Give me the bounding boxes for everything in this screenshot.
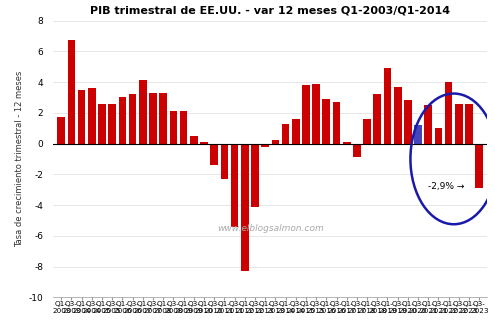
- Bar: [149, 93, 157, 143]
- Bar: [465, 104, 473, 143]
- Bar: [210, 143, 218, 165]
- Bar: [57, 117, 65, 143]
- Bar: [159, 93, 167, 143]
- Bar: [98, 104, 106, 143]
- Bar: [475, 143, 483, 188]
- Bar: [170, 111, 177, 143]
- Bar: [384, 68, 392, 143]
- Bar: [221, 143, 228, 179]
- Bar: [424, 105, 432, 143]
- Bar: [78, 90, 86, 143]
- Bar: [251, 143, 259, 206]
- Bar: [373, 94, 381, 143]
- Title: PIB trimestral de EE.UU. - var 12 meses Q1-2003/Q1-2014: PIB trimestral de EE.UU. - var 12 meses …: [90, 5, 450, 16]
- Bar: [119, 97, 126, 143]
- Bar: [302, 85, 310, 143]
- Text: -2,9% →: -2,9% →: [428, 182, 465, 191]
- Bar: [414, 125, 422, 143]
- Bar: [282, 124, 290, 143]
- Y-axis label: Tasa de crecimiento trimestral - 12 meses: Tasa de crecimiento trimestral - 12 mese…: [15, 71, 24, 247]
- Bar: [353, 143, 361, 157]
- Bar: [333, 102, 341, 143]
- Bar: [363, 119, 371, 143]
- Bar: [404, 100, 412, 143]
- Bar: [435, 128, 443, 143]
- Bar: [394, 87, 401, 143]
- Bar: [68, 41, 75, 143]
- Bar: [323, 99, 330, 143]
- Bar: [200, 142, 208, 143]
- Bar: [261, 143, 269, 147]
- Bar: [455, 104, 463, 143]
- Bar: [445, 82, 452, 143]
- Bar: [312, 84, 320, 143]
- Bar: [343, 142, 350, 143]
- Text: www.elblogsalmon.com: www.elblogsalmon.com: [217, 224, 324, 233]
- Bar: [292, 119, 299, 143]
- Bar: [180, 111, 188, 143]
- Bar: [190, 136, 198, 143]
- Bar: [88, 88, 96, 143]
- Bar: [272, 140, 279, 143]
- Bar: [139, 80, 147, 143]
- Bar: [129, 94, 137, 143]
- Bar: [241, 143, 248, 271]
- Bar: [231, 143, 239, 227]
- Bar: [108, 104, 116, 143]
